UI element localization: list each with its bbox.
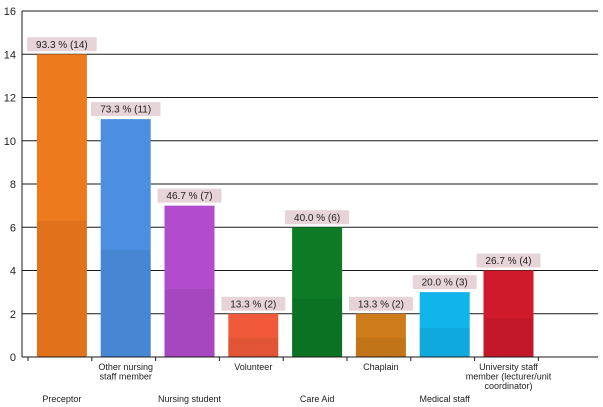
y-tick-label: 2 (10, 309, 16, 321)
y-tick-label: 6 (10, 222, 16, 234)
bar (36, 54, 87, 357)
data-label: 93.3 % (14) (36, 40, 88, 51)
x-category-label: Other nursing (98, 362, 153, 372)
bar-shade (292, 298, 343, 357)
x-category-label: University staff (479, 362, 538, 372)
y-tick-label: 12 (4, 93, 16, 105)
data-label-box (476, 253, 541, 268)
y-tick-label: 14 (4, 49, 16, 61)
bar-shade (483, 318, 534, 357)
y-tick-label: 8 (10, 179, 16, 191)
bar-shade (164, 288, 215, 357)
data-label-box (157, 188, 222, 203)
data-label-box (90, 102, 161, 117)
data-label-box (412, 275, 477, 290)
x-category-label: Medical staff (420, 394, 471, 404)
bar-shade (36, 220, 87, 357)
data-label-box (221, 296, 286, 311)
data-label: 13.3 % (2) (358, 299, 404, 310)
x-category-label: staff member (100, 372, 152, 382)
data-label: 40.0 % (6) (294, 213, 340, 224)
data-label: 46.7 % (7) (166, 191, 212, 202)
bar (164, 205, 215, 357)
data-label-box (348, 296, 413, 311)
x-category-label: Volunteer (234, 362, 272, 372)
y-tick-label: 4 (10, 266, 16, 278)
y-tick-label: 16 (4, 6, 16, 18)
bar-shade (355, 337, 406, 357)
bar (100, 119, 151, 357)
bar-shade (228, 337, 279, 357)
data-label: 13.3 % (2) (230, 299, 276, 310)
data-label: 26.7 % (4) (485, 256, 531, 267)
bar-shade (419, 327, 470, 357)
x-category-label: Care Aid (300, 394, 335, 404)
y-tick-label: 10 (4, 136, 16, 148)
data-label-box (27, 37, 97, 52)
bar-shade (100, 249, 151, 357)
bar (228, 313, 279, 357)
x-category-label: Preceptor (42, 394, 81, 404)
bar (419, 292, 470, 357)
x-category-label: Chaplain (363, 362, 399, 372)
data-label-box (285, 210, 350, 225)
bar (483, 270, 534, 357)
bar (292, 227, 343, 357)
x-category-label: Nursing student (158, 394, 222, 404)
x-category-label: coordinator) (484, 381, 532, 391)
y-tick-label: 0 (10, 352, 16, 364)
bar (355, 313, 406, 357)
data-label: 73.3 % (11) (100, 105, 151, 116)
data-label: 20.0 % (3) (422, 278, 468, 289)
x-category-label: member (lecturer/unit (466, 372, 552, 382)
